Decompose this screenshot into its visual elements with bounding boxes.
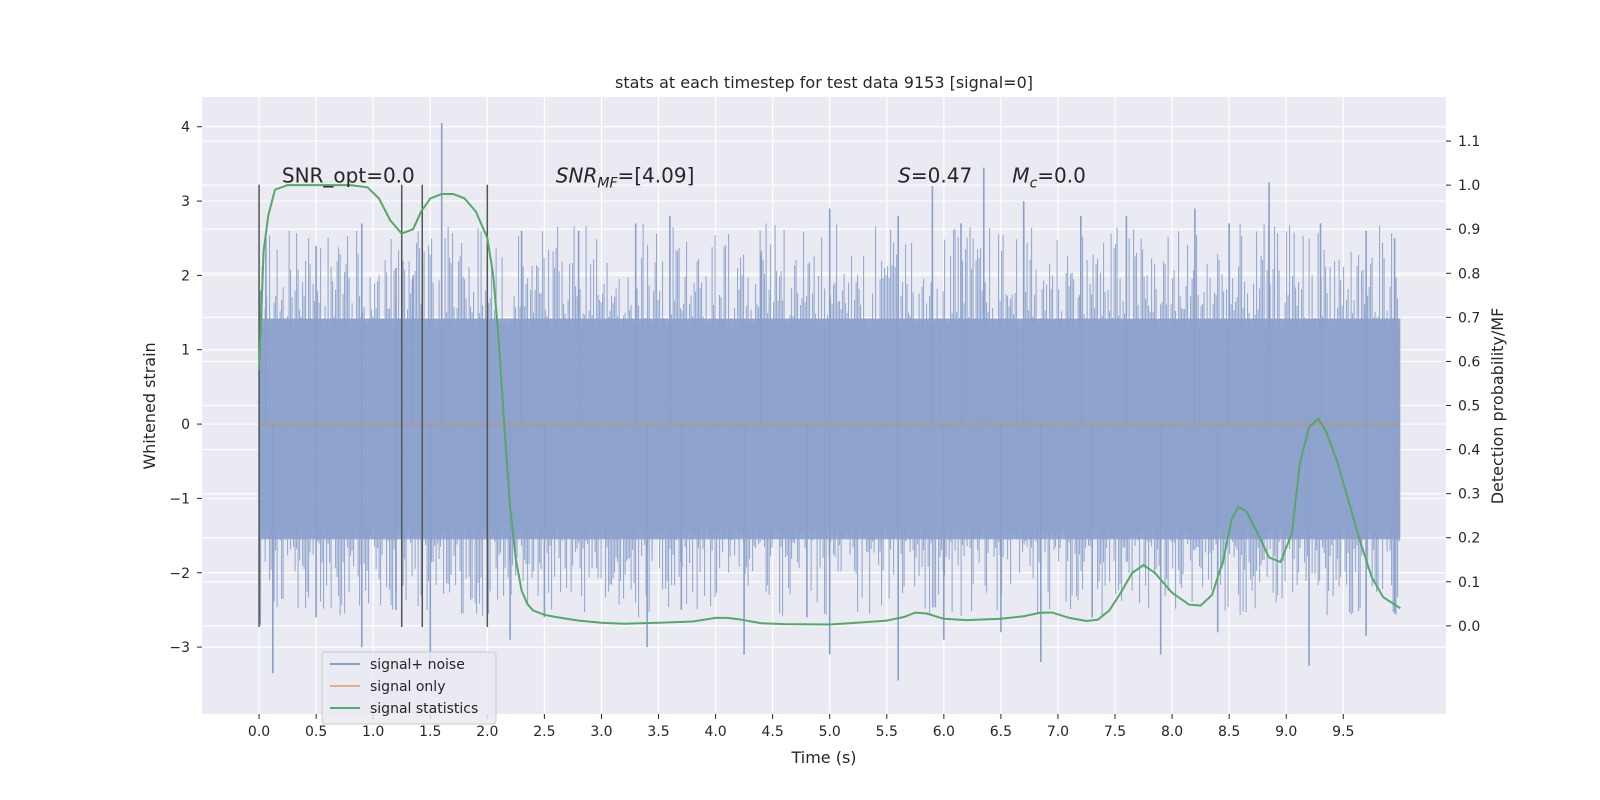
y-right-tick-label: 0.2 (1458, 531, 1480, 547)
x-tick-label: 0.5 (305, 724, 327, 740)
y-left-tick-label: 3 (181, 194, 190, 210)
y-right-axis-label: Detection probability/MF (1488, 308, 1507, 505)
annotation-text: Mc=0.0 (1012, 163, 1086, 191)
x-tick-label: 2.5 (533, 724, 555, 740)
x-tick-label: 6.0 (933, 724, 955, 740)
y-right-tick-label: 0.7 (1458, 310, 1480, 326)
legend-label-stats: signal statistics (370, 701, 478, 717)
legend-label-signal: signal only (370, 679, 445, 695)
y-right-tick-label: 0.5 (1458, 399, 1480, 415)
x-tick-label: 9.5 (1332, 724, 1354, 740)
x-tick-label: 7.0 (1047, 724, 1069, 740)
y-left-tick-label: 0 (181, 417, 190, 433)
y-right-tick-label: 0.0 (1458, 619, 1480, 635)
x-tick-label: 5.0 (819, 724, 841, 740)
y-left-axis-ticks: −3 −2 −1 0 1 2 3 4 (169, 120, 202, 656)
y-left-tick-label: −3 (169, 640, 190, 656)
x-tick-label: 1.5 (419, 724, 441, 740)
y-right-tick-label: 1.0 (1458, 178, 1480, 194)
y-right-tick-label: 1.1 (1458, 134, 1480, 150)
x-tick-label: 9.0 (1275, 724, 1297, 740)
x-tick-label: 3.0 (590, 724, 612, 740)
y-right-tick-label: 0.6 (1458, 354, 1480, 370)
y-right-tick-label: 0.1 (1458, 575, 1480, 591)
x-tick-label: 2.0 (476, 724, 498, 740)
y-right-tick-label: 0.3 (1458, 487, 1480, 503)
x-tick-label: 3.5 (647, 724, 669, 740)
y-left-axis-label: Whitened strain (140, 342, 159, 469)
y-right-tick-label: 0.9 (1458, 222, 1480, 238)
vertical-lines (258, 184, 489, 628)
y-left-tick-label: −2 (169, 566, 190, 582)
legend-box (321, 651, 497, 725)
legend: signal+ noise signal only signal statist… (321, 651, 497, 725)
x-tick-label: 0.0 (248, 724, 270, 740)
x-tick-label: 5.5 (876, 724, 898, 740)
signal-statistics-line (258, 184, 1401, 626)
y-left-tick-label: −1 (169, 491, 190, 507)
signal-noise-series (258, 123, 1401, 681)
annotation-text: S=0.47 (898, 163, 972, 187)
legend-label-noise: signal+ noise (370, 657, 465, 673)
x-tick-label: 8.5 (1218, 724, 1240, 740)
y-right-tick-label: 0.8 (1458, 266, 1480, 282)
x-tick-label: 1.0 (362, 724, 384, 740)
y-right-tick-label: 0.4 (1458, 443, 1480, 459)
annotation-text: SNRMF=[4.09] (556, 163, 695, 191)
y-left-tick-label: 2 (181, 268, 190, 284)
x-tick-label: 4.0 (704, 724, 726, 740)
x-axis-label: Time (s) (790, 748, 856, 767)
y-left-tick-label: 4 (181, 120, 190, 136)
y-left-tick-label: 1 (181, 343, 190, 359)
annotations: SNR_opt=0.0 SNRMF=[4.09] S=0.47 Mc=0.0 (282, 163, 1086, 191)
chart-title: stats at each timestep for test data 915… (615, 73, 1033, 92)
x-tick-label: 4.5 (762, 724, 784, 740)
x-tick-label: 7.5 (1104, 724, 1126, 740)
x-tick-label: 8.0 (1161, 724, 1183, 740)
annotation-text: SNR_opt=0.0 (282, 163, 415, 187)
x-tick-label: 6.5 (990, 724, 1012, 740)
y-right-axis-ticks: 0.0 0.1 0.2 0.3 0.4 0.5 0.6 0.7 0.8 0.9 1.0 1.1 (1446, 134, 1480, 635)
signal-statistics-series (258, 184, 1401, 626)
x-axis-ticks: 0.0 0.5 1.0 1.5 2.0 2.5 3.0 3.5 4.0 4.5 5.0 5.5 6.0 6… (248, 714, 1354, 740)
